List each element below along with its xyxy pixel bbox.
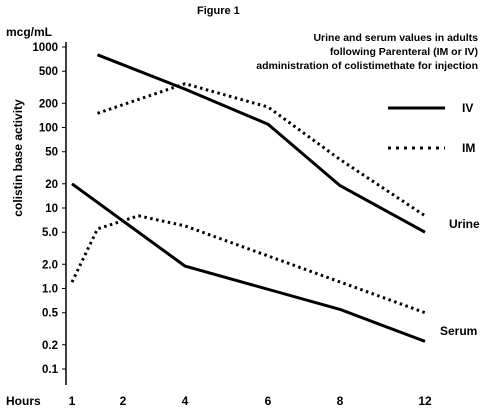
y-tick-label: 20 xyxy=(45,179,58,191)
subtitle-line: Urine and serum values in adults xyxy=(313,32,478,44)
y-tick-label: 200 xyxy=(39,98,58,110)
y-unit-label: mcg/mL xyxy=(6,25,52,39)
chart-title: Figure 1 xyxy=(197,5,240,17)
y-tick-label: 2.0 xyxy=(42,259,58,271)
y-axis-label: colistin base activity xyxy=(11,99,25,217)
subtitle-line: administration of colistimethate for inj… xyxy=(256,60,478,72)
urine-annotation: Urine xyxy=(449,217,480,231)
y-tick-label: 0.5 xyxy=(42,308,59,320)
y-tick-label: 10 xyxy=(45,203,58,215)
series-urine-im xyxy=(97,82,426,218)
y-tick-label: 1.0 xyxy=(42,284,58,296)
chart-subtitle: Urine and serum values in adults followin… xyxy=(256,32,478,72)
x-tick-label: 8 xyxy=(337,394,344,408)
y-axis-ticks: 1000 500 200 100 50 20 10 5.0 2.0 1.0 0.5 0.2 0.1 xyxy=(32,42,66,376)
y-tick-label: 100 xyxy=(39,123,58,135)
series-serum-im xyxy=(70,214,426,315)
legend-label-im: IM xyxy=(462,141,475,155)
x-axis-ticks: 1 2 4 6 8 12 xyxy=(69,394,432,408)
x-tick-label: 2 xyxy=(120,394,127,408)
x-axis-label: Hours xyxy=(6,394,41,408)
legend: IV IM xyxy=(388,101,475,155)
legend-label-iv: IV xyxy=(462,101,473,115)
x-tick-label: 12 xyxy=(418,394,432,408)
x-tick-label: 6 xyxy=(265,394,272,408)
subtitle-line: following Parenteral (IM or IV) xyxy=(330,46,478,58)
y-tick-label: 0.2 xyxy=(42,340,58,352)
x-tick-label: 4 xyxy=(182,394,189,408)
y-tick-label: 0.1 xyxy=(42,364,59,376)
series-urine-iv xyxy=(96,53,426,234)
y-tick-label: 5.0 xyxy=(42,227,58,239)
y-tick-label: 1000 xyxy=(32,42,58,54)
x-tick-label: 1 xyxy=(69,394,76,408)
y-tick-label: 500 xyxy=(39,66,58,78)
series-serum-iv xyxy=(71,182,426,343)
series-layer xyxy=(70,53,426,343)
y-tick-label: 50 xyxy=(45,147,58,159)
serum-annotation: Serum xyxy=(440,324,477,338)
